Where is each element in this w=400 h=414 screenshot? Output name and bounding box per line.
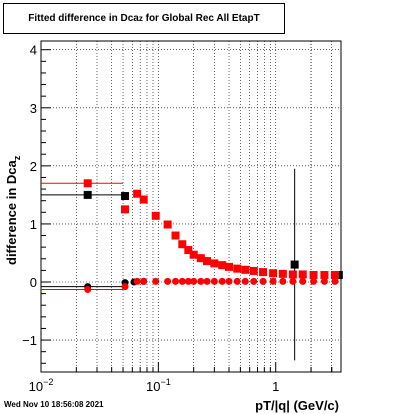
data-point-circle — [250, 277, 258, 285]
data-point-square — [269, 269, 278, 278]
plot-frame — [40, 40, 342, 373]
data-point-circle — [233, 277, 241, 285]
data-point-circle — [269, 277, 277, 285]
data-point-square — [210, 259, 219, 268]
data-point-square — [121, 205, 130, 214]
x-tick-label: 10−1 — [146, 377, 171, 394]
data-point-square — [288, 270, 297, 279]
y-tick-label: 1 — [30, 217, 37, 232]
data-point-circle — [331, 277, 339, 285]
axes: −1 0 1 2 3 4 10−2 10−1 1 — [22, 43, 333, 394]
data-point-circle — [210, 277, 218, 285]
data-point-circle — [133, 277, 141, 285]
chart-title-rest: for Global Rec All EtapT — [142, 13, 260, 24]
data-point-circle — [279, 277, 287, 285]
data-point-circle — [178, 277, 186, 285]
chart-title: Fitted difference in Dca z for Global Rec… — [3, 3, 285, 34]
data-point-square — [225, 262, 234, 271]
data-point-square — [151, 211, 160, 220]
data-point-square — [133, 189, 142, 198]
data-point-circle — [259, 277, 267, 285]
data-point-circle — [121, 283, 129, 291]
data-point-square — [83, 190, 92, 199]
data-point-circle — [190, 277, 198, 285]
data-point-square — [249, 266, 258, 275]
chart-title-sub: z — [138, 14, 143, 23]
y-tick-label: −1 — [22, 333, 37, 348]
data-point-circle — [84, 286, 92, 294]
data-point-square — [189, 250, 198, 259]
data-point-circle — [140, 277, 148, 285]
timestamp: Wed Nov 10 18:56:08 2021 — [4, 400, 104, 409]
data-point-circle — [203, 277, 211, 285]
data-marks — [41, 168, 343, 361]
data-point-square — [171, 231, 180, 240]
data-point-square — [184, 246, 193, 255]
data-point-square — [241, 265, 250, 274]
data-point-square — [320, 271, 329, 280]
data-point-circle — [197, 277, 205, 285]
data-point-circle — [184, 277, 192, 285]
x-axis-label: pT/|q| (GeV/c) — [255, 398, 339, 413]
data-point-circle — [172, 277, 180, 285]
data-point-square — [218, 261, 227, 270]
x-tick-label: 10−2 — [29, 377, 54, 394]
data-point-circle — [289, 277, 297, 285]
data-point-square — [309, 271, 318, 280]
y-tick-label: 4 — [30, 43, 37, 58]
chart-title-main: Fitted difference in Dca — [28, 13, 139, 24]
grid — [40, 41, 341, 372]
data-point-circle — [241, 277, 249, 285]
data-point-square — [278, 269, 287, 278]
data-point-circle — [310, 277, 318, 285]
x-tick-label: 1 — [272, 379, 279, 394]
data-point-square — [290, 260, 299, 269]
y-tick-label: 3 — [30, 101, 37, 116]
y-axis-label-sub: z — [12, 155, 22, 160]
y-tick-label: 2 — [30, 159, 37, 174]
data-point-square — [83, 179, 92, 188]
data-point-circle — [225, 277, 233, 285]
data-point-square — [298, 270, 307, 279]
data-point-square — [196, 254, 205, 263]
data-point-square — [259, 268, 268, 277]
y-axis-label: difference in Dcaz — [4, 155, 22, 265]
data-point-square — [330, 271, 339, 280]
data-point-circle — [320, 277, 328, 285]
data-point-circle — [218, 277, 226, 285]
y-axis-label-main: difference in Dca — [4, 159, 19, 265]
data-point-square — [233, 264, 242, 273]
data-point-square — [163, 220, 172, 229]
data-point-circle — [299, 277, 307, 285]
y-tick-label: 0 — [30, 275, 37, 290]
plot-border — [40, 40, 342, 373]
data-point-square — [121, 192, 130, 201]
data-point-square — [203, 257, 212, 266]
data-point-circle — [152, 277, 160, 285]
data-point-square — [178, 240, 187, 249]
data-point-circle — [164, 277, 172, 285]
data-point-square — [139, 195, 148, 204]
